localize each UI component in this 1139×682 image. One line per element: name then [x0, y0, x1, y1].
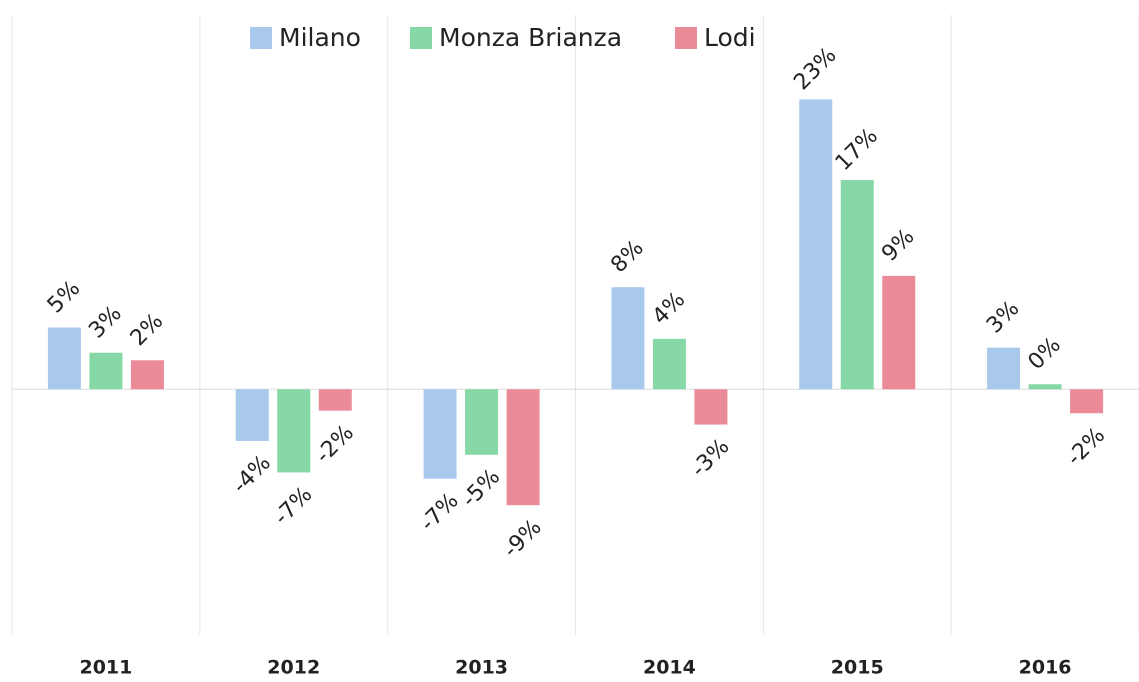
x-tick-label: 2015 — [831, 657, 884, 679]
value-label: -3% — [687, 434, 735, 482]
value-label: 4% — [648, 287, 690, 329]
bar — [611, 287, 645, 390]
legend-swatch — [410, 27, 432, 49]
bar — [277, 389, 311, 473]
bar — [47, 327, 81, 390]
value-label: -2% — [311, 420, 359, 468]
legend-label: Monza Brianza — [439, 23, 622, 52]
bar — [423, 389, 457, 479]
value-label: 2% — [126, 309, 168, 351]
bar — [799, 99, 833, 390]
bar — [652, 338, 686, 390]
value-label: -7% — [269, 482, 317, 530]
value-label: -4% — [228, 451, 276, 499]
bar — [840, 180, 874, 390]
bar — [89, 352, 123, 390]
bar — [1028, 384, 1062, 390]
value-label: -2% — [1062, 423, 1110, 471]
x-tick-label: 2016 — [1019, 657, 1072, 679]
value-label: 9% — [877, 224, 919, 266]
value-label: 3% — [84, 301, 126, 343]
value-label: 3% — [982, 296, 1024, 338]
bar — [1070, 389, 1104, 414]
value-label: -5% — [457, 464, 505, 512]
bar — [882, 275, 916, 390]
value-label: -7% — [416, 488, 464, 536]
bar — [318, 389, 352, 411]
bar — [694, 389, 728, 425]
value-label: 5% — [43, 276, 85, 318]
x-tick-label: 2014 — [643, 657, 696, 679]
bar — [506, 389, 540, 506]
legend-swatch — [250, 27, 272, 49]
value-label: 23% — [789, 43, 841, 95]
bar — [235, 389, 269, 441]
x-tick-label: 2012 — [267, 657, 320, 679]
x-tick-label: 2013 — [455, 657, 508, 679]
legend-label: Lodi — [704, 23, 756, 52]
legend-label: Milano — [279, 23, 361, 52]
value-label: -9% — [499, 515, 547, 563]
bar — [465, 389, 499, 455]
bar — [130, 360, 164, 390]
value-label: 8% — [606, 236, 648, 278]
value-label: 0% — [1024, 333, 1066, 375]
bar — [987, 347, 1021, 390]
legend-swatch — [675, 27, 697, 49]
x-tick-label: 2011 — [79, 657, 132, 679]
value-label: 17% — [831, 124, 883, 176]
